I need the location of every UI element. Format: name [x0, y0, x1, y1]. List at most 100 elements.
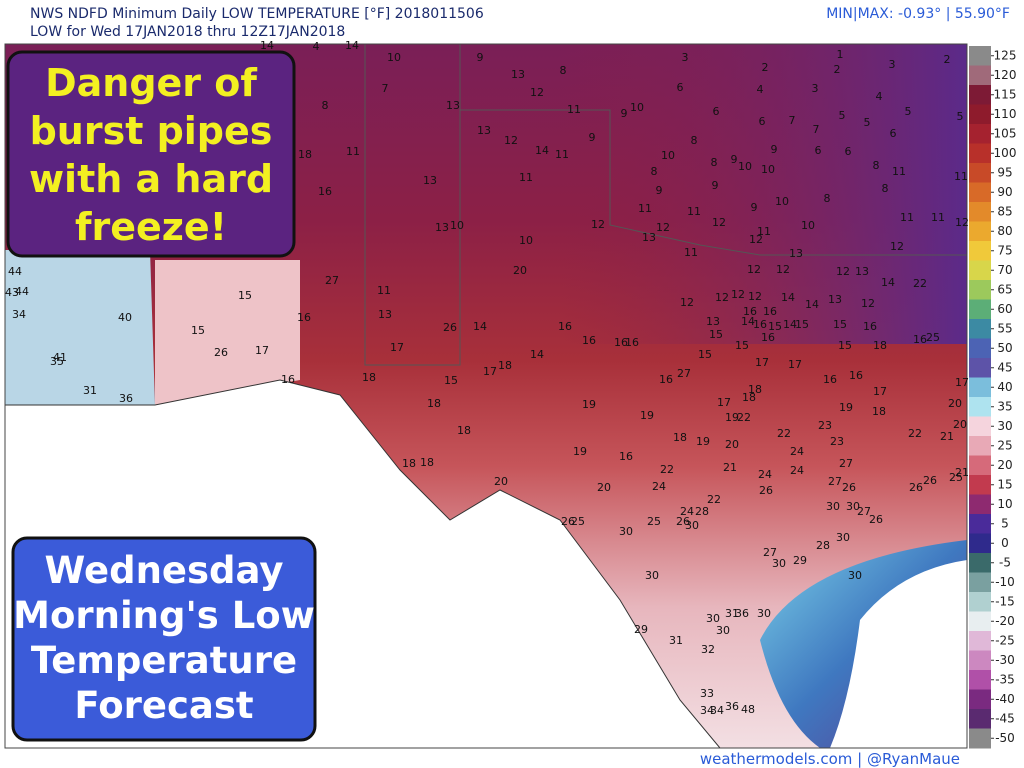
- station-value: 36: [735, 607, 749, 620]
- footer-bg: [668, 750, 968, 768]
- colorbar-label: -30: [995, 653, 1015, 667]
- colorbar-segment: [969, 182, 991, 203]
- station-value: 3: [812, 82, 819, 95]
- colorbar-segment: [969, 553, 991, 573]
- station-value: 13: [789, 247, 803, 260]
- station-value: 10: [661, 149, 675, 162]
- station-value: 2: [834, 63, 841, 76]
- colorbar-segment: [969, 85, 991, 105]
- callout-line: freeze!: [75, 205, 227, 249]
- station-value: 9: [589, 131, 596, 144]
- station-value: 12: [656, 221, 670, 234]
- colorbar-segment: [969, 319, 991, 339]
- station-value: 6: [713, 105, 720, 118]
- station-value: 13: [378, 308, 392, 321]
- station-value: 20: [953, 418, 967, 431]
- station-value: 26: [923, 474, 937, 487]
- station-value: 25: [647, 515, 661, 528]
- station-value: 16: [614, 336, 628, 349]
- colorbar-label: -35: [995, 672, 1015, 686]
- station-value: 15: [444, 374, 458, 387]
- colorbar-segment: [969, 299, 991, 320]
- station-value: 30: [685, 519, 699, 532]
- station-value: 12: [890, 240, 904, 253]
- colorbar-label: 115: [994, 87, 1017, 101]
- station-value: 3: [682, 51, 689, 64]
- station-value: 12: [504, 134, 518, 147]
- station-value: 11: [954, 170, 968, 183]
- station-value: 27: [763, 546, 777, 559]
- station-value: 32: [701, 643, 715, 656]
- station-value: 4: [876, 90, 883, 103]
- station-value: 20: [948, 397, 962, 410]
- station-value: 44: [15, 285, 29, 298]
- station-value: 20: [597, 481, 611, 494]
- station-value: 12: [776, 263, 790, 276]
- callout-line: Danger of: [45, 61, 257, 105]
- station-value: 25: [949, 471, 963, 484]
- station-value: 27: [677, 367, 691, 380]
- station-value: 3: [889, 58, 896, 71]
- station-value: 23: [818, 419, 832, 432]
- station-value: 14: [535, 144, 549, 157]
- colorbar-segment: [969, 338, 991, 359]
- station-value: 7: [382, 82, 389, 95]
- station-value: 17: [717, 396, 731, 409]
- station-value: 14: [781, 291, 795, 304]
- station-value: 13: [511, 68, 525, 81]
- station-value: 36: [119, 392, 133, 405]
- station-value: 16: [625, 336, 639, 349]
- station-value: 8: [322, 99, 329, 112]
- station-value: 16: [318, 185, 332, 198]
- station-value: 34: [700, 704, 714, 717]
- station-value: 10: [761, 163, 775, 176]
- station-value: 12: [591, 218, 605, 231]
- station-value: 10: [775, 195, 789, 208]
- station-value: 17: [788, 358, 802, 371]
- station-value: 9: [751, 201, 758, 214]
- colorbar-label: 20: [997, 458, 1012, 472]
- colorbar-segment: [969, 455, 991, 476]
- station-value: 18: [873, 339, 887, 352]
- station-value: 26: [759, 484, 773, 497]
- station-value: 17: [955, 376, 969, 389]
- station-value: 26: [561, 515, 575, 528]
- colorbar-segment: [969, 221, 991, 242]
- station-value: 26: [869, 513, 883, 526]
- colorbar-segment: [969, 46, 991, 66]
- station-value: 12: [747, 263, 761, 276]
- station-value: 27: [857, 505, 871, 518]
- station-value: 13: [435, 221, 449, 234]
- colorbar-label: -10: [995, 575, 1015, 589]
- station-value: 22: [777, 427, 791, 440]
- colorbar-segment: [969, 280, 991, 300]
- station-value: 27: [325, 274, 339, 287]
- station-value: 4: [757, 83, 764, 96]
- station-value: 15: [709, 328, 723, 341]
- station-value: 29: [793, 554, 807, 567]
- gulf: [830, 560, 967, 748]
- station-value: 16: [659, 373, 673, 386]
- station-value: 16: [863, 320, 877, 333]
- station-value: 18: [420, 456, 434, 469]
- colorbar-label: -50: [995, 731, 1015, 745]
- colorbar-label: 95: [997, 165, 1012, 179]
- station-value: 6: [890, 127, 897, 140]
- station-value: 13: [477, 124, 491, 137]
- station-value: 24: [680, 505, 694, 518]
- station-value: 19: [640, 409, 654, 422]
- station-value: 16: [849, 369, 863, 382]
- station-value: 8: [560, 64, 567, 77]
- station-value: 11: [892, 165, 906, 178]
- colorbar-label: 60: [997, 302, 1012, 316]
- station-value: 6: [815, 144, 822, 157]
- colorbar-segment: [969, 358, 991, 378]
- station-value: 10: [387, 51, 401, 64]
- station-value: 18: [673, 431, 687, 444]
- station-value: 35: [50, 355, 64, 368]
- station-value: 11: [346, 145, 360, 158]
- station-value: 21: [723, 461, 737, 474]
- colorbar-segment: [969, 260, 991, 281]
- station-value: 15: [768, 320, 782, 333]
